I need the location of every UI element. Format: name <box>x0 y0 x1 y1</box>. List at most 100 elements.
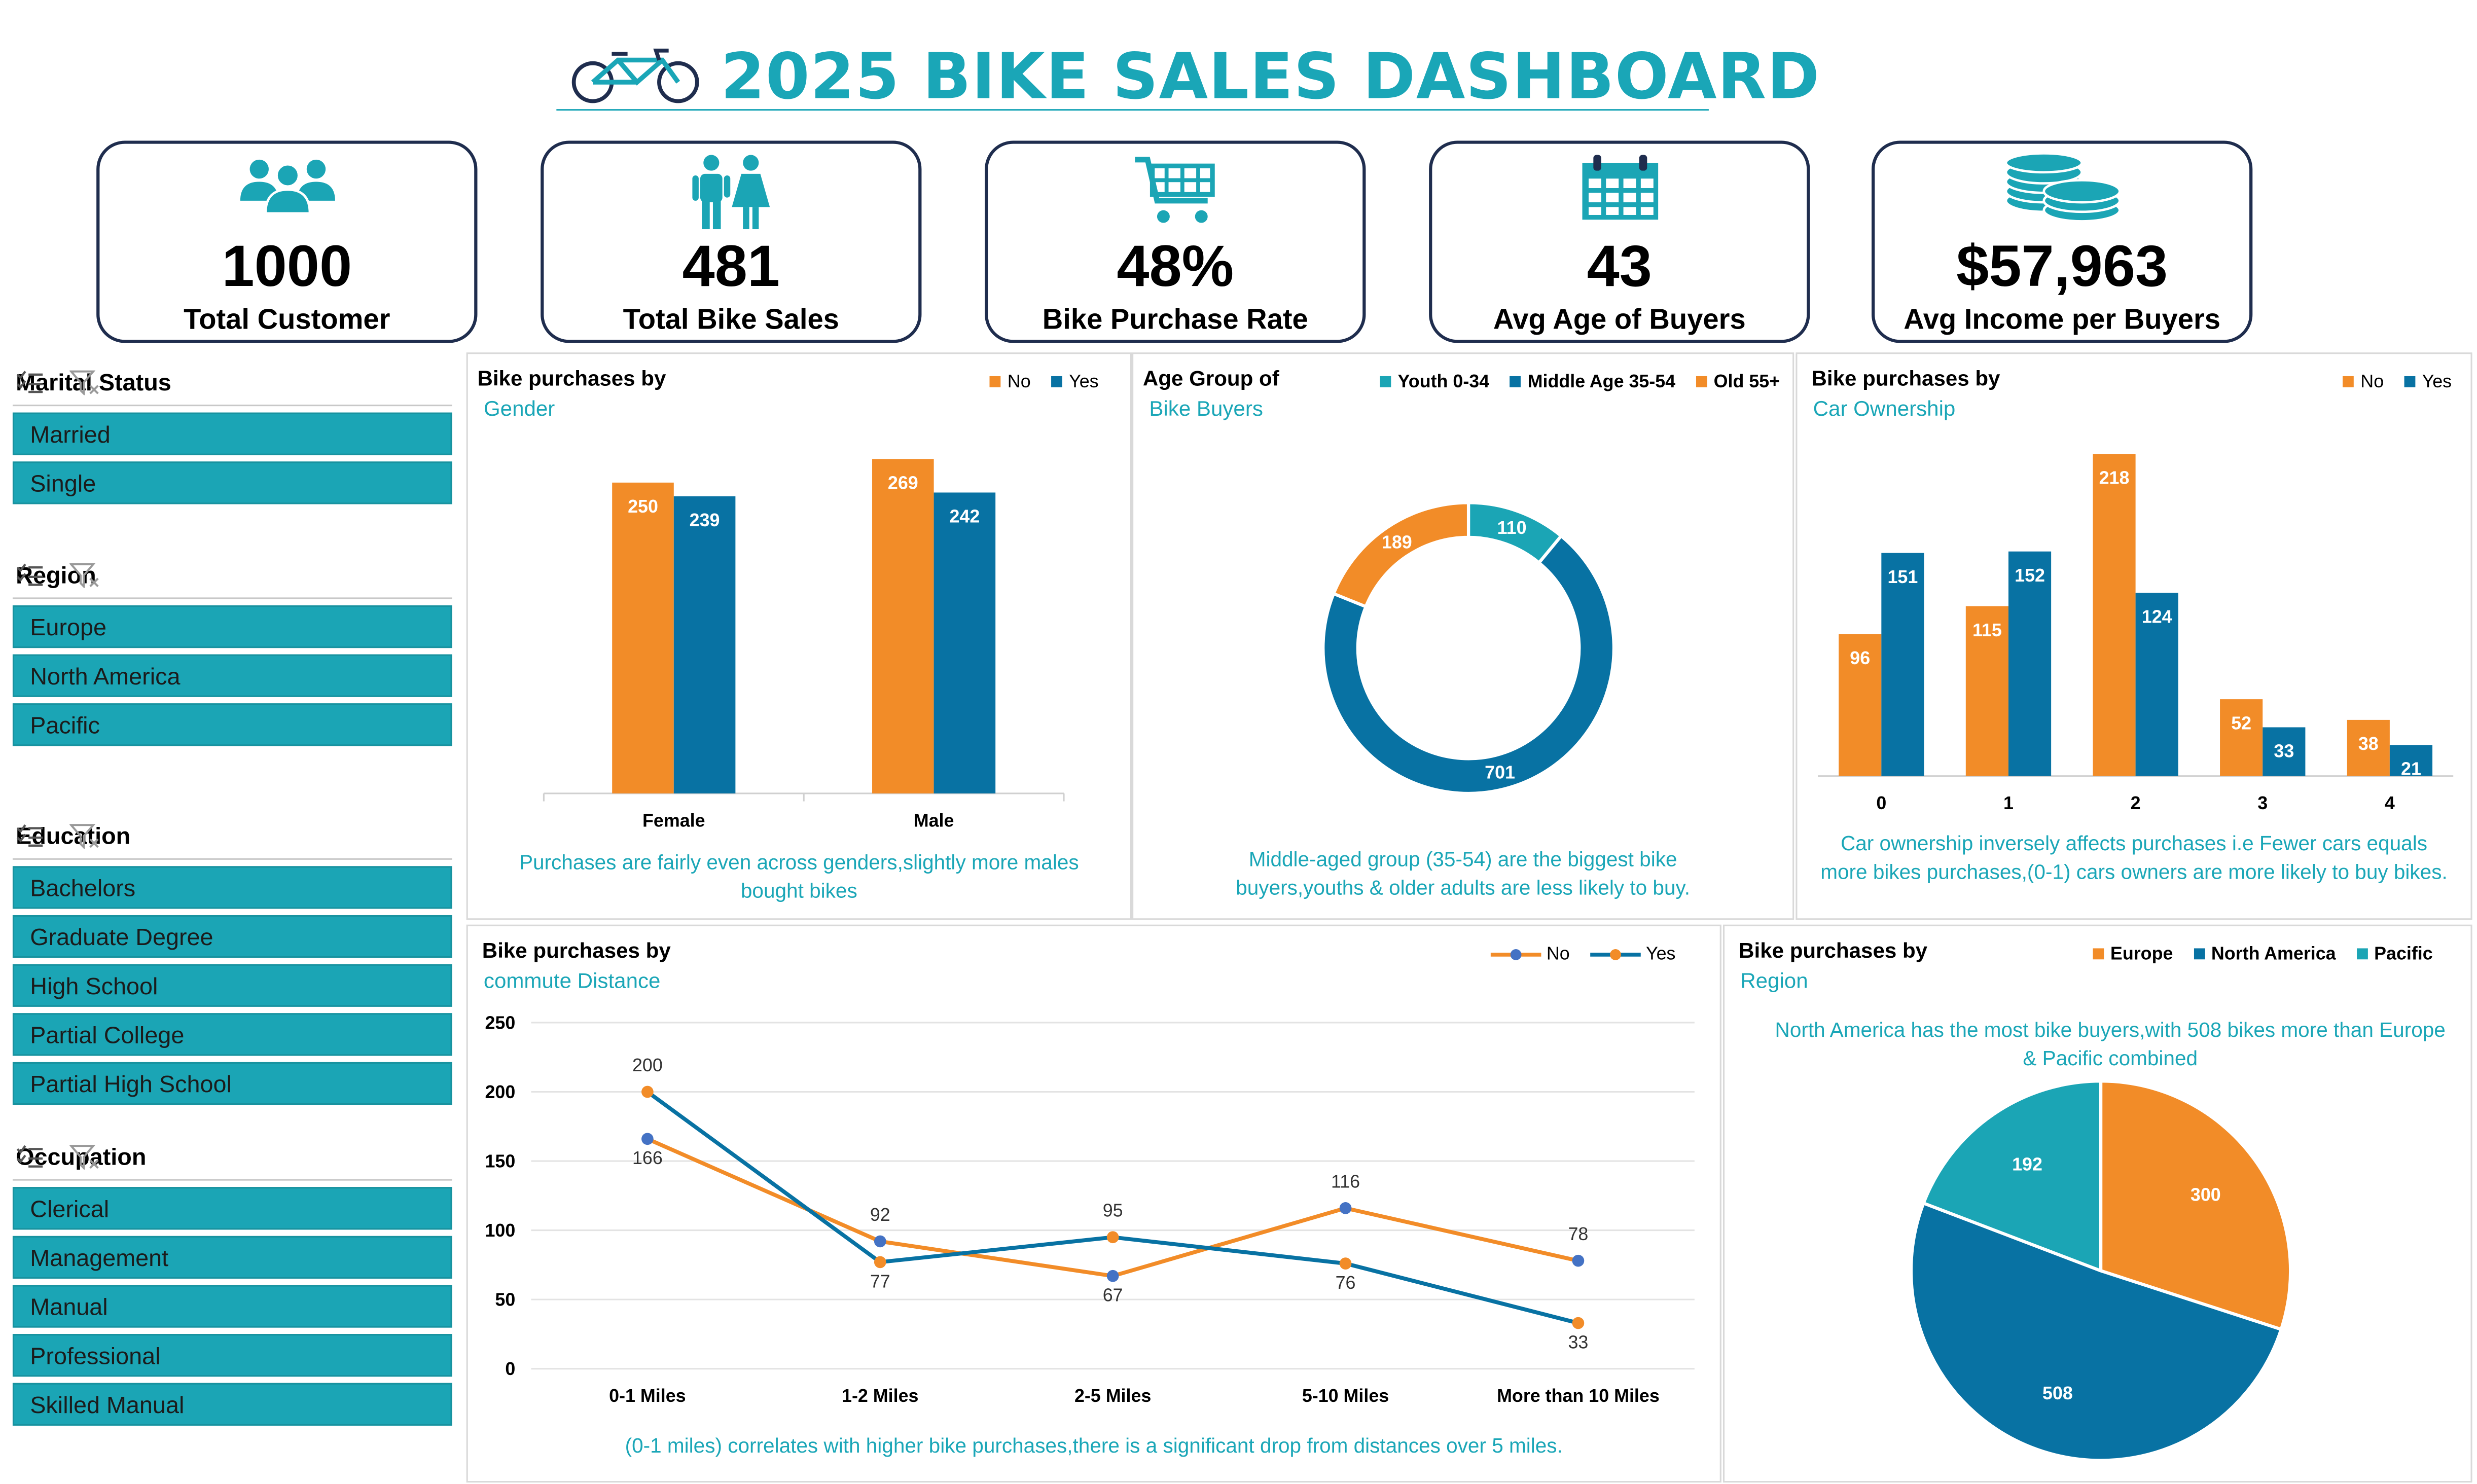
legend-item: Europe <box>2093 945 2173 964</box>
data-label: 152 <box>2015 565 2045 586</box>
slice-north-america <box>1909 1201 2283 1462</box>
slicer-tools <box>16 563 443 594</box>
y-tick-label: 100 <box>485 1220 515 1241</box>
data-label: 96 <box>1850 648 1870 668</box>
slicer-item-clerical[interactable]: Clerical <box>12 1187 452 1230</box>
legend-item: No <box>2343 373 2384 392</box>
slicer-item-partial-college[interactable]: Partial College <box>12 1013 452 1056</box>
slicer-item-skilled-manual[interactable]: Skilled Manual <box>12 1383 452 1426</box>
chart-title: Bike purchases by <box>482 938 671 963</box>
data-label: 21 <box>2401 759 2421 779</box>
kpi-label: Total Customer <box>184 303 390 335</box>
multi-select-icon[interactable] <box>16 370 44 395</box>
kpi-card-bike-purchase-rate: 48% Bike Purchase Rate <box>985 140 1366 343</box>
slicer-item-partial-high-school[interactable]: Partial High School <box>12 1062 452 1105</box>
x-tick-label: 0 <box>1876 793 1886 813</box>
chart-subtitle: commute Distance <box>483 968 661 993</box>
legend-item: No <box>1491 945 1570 964</box>
x-tick-label: 3 <box>2257 793 2268 813</box>
kpi-label: Bike Purchase Rate <box>1042 303 1308 335</box>
data-label: 300 <box>2191 1185 2221 1205</box>
slicer-item-manual[interactable]: Manual <box>12 1285 452 1328</box>
chart-subtitle: Gender <box>483 396 555 421</box>
multi-select-icon[interactable] <box>16 823 44 849</box>
chart-legend: Youth 0-34 Middle Age 35-54 Old 55+ <box>1365 373 1780 392</box>
kpi-value: 48% <box>1117 234 1234 299</box>
bar-no <box>612 482 674 793</box>
y-tick-label: 250 <box>485 1012 515 1033</box>
x-tick-label: 0-1 Miles <box>609 1386 686 1406</box>
legend-item: Old 55+ <box>1696 373 1780 392</box>
bar-yes <box>1881 553 1924 776</box>
data-point <box>1572 1254 1585 1267</box>
chart-note: Car ownership inversely affects purchase… <box>1820 831 2448 884</box>
shopping-cart-icon <box>1134 157 1214 223</box>
y-tick-label: 200 <box>485 1082 515 1102</box>
kpi-value: 1000 <box>222 234 352 299</box>
data-point <box>1572 1317 1585 1329</box>
slicer-item-married[interactable]: Married <box>12 412 452 455</box>
data-label: 92 <box>870 1205 890 1225</box>
kpi-label: Total Bike Sales <box>623 303 839 335</box>
bar-no <box>2347 719 2390 776</box>
data-point <box>1106 1231 1119 1244</box>
kpi-card-total-customer: 1000 Total Customer <box>96 140 478 343</box>
data-point <box>874 1235 886 1248</box>
x-tick-label: 2-5 Miles <box>1074 1386 1151 1406</box>
legend-item: Middle Age 35-54 <box>1510 373 1675 392</box>
slicer-item-europe[interactable]: Europe <box>12 605 452 648</box>
data-point <box>1339 1257 1352 1270</box>
slicer-item-high-school[interactable]: High School <box>12 964 452 1007</box>
panel-gender: Bike purchases by Gender No Yes 250 239 Fe… <box>466 352 1132 920</box>
slicer-item-graduate-degree[interactable]: Graduate Degree <box>12 915 452 958</box>
bicycle-icon <box>571 48 699 103</box>
bar-no <box>1839 634 1882 776</box>
multi-select-icon[interactable] <box>16 1144 44 1170</box>
chart-note: Purchases are fairly even across genders… <box>519 850 1079 903</box>
chart-note: (0-1 miles) correlates with higher bike … <box>625 1433 1563 1458</box>
y-tick-label: 0 <box>505 1359 515 1379</box>
clear-filter-icon[interactable] <box>69 563 101 589</box>
x-tick-label: Female <box>642 810 705 830</box>
legend-item: Youth 0-34 <box>1380 373 1489 392</box>
multi-select-icon[interactable] <box>16 563 44 588</box>
clear-filter-icon[interactable] <box>69 370 101 396</box>
slicer-item-single[interactable]: Single <box>12 461 452 504</box>
slicer-item-pacific[interactable]: Pacific <box>12 703 452 746</box>
legend-item: Yes <box>1051 373 1099 392</box>
slicer-header: Region <box>12 553 452 599</box>
chart-subtitle: Car Ownership <box>1813 396 1956 421</box>
data-label: 242 <box>949 506 980 527</box>
bar-yes <box>934 492 996 793</box>
slicer-item-professional[interactable]: Professional <box>12 1334 452 1377</box>
slicer-item-north-america[interactable]: North America <box>12 654 452 697</box>
slicer-item-bachelors[interactable]: Bachelors <box>12 866 452 909</box>
clear-filter-icon[interactable] <box>69 1144 101 1171</box>
slicer-item-management[interactable]: Management <box>12 1236 452 1279</box>
slice-old-55- <box>1332 501 1470 609</box>
dashboard-header: 2025 BIKE SALES DASHBOARD <box>556 38 1819 114</box>
x-tick-label: Male <box>914 810 954 830</box>
bar-no <box>2093 454 2136 776</box>
chart-legend: No Yes <box>1476 945 1675 964</box>
data-label: 38 <box>2358 734 2379 754</box>
x-tick-label: 1-2 Miles <box>842 1386 918 1406</box>
age-donut-chart: 110 701 189 <box>1321 501 1616 795</box>
calendar-icon <box>1581 155 1658 220</box>
chart-note: North America has the most bike buyers,w… <box>1775 1018 2446 1070</box>
slicer-header: Education <box>12 814 452 860</box>
panel-age-group: Age Group of Bike Buyers Youth 0-34 Midd… <box>1132 352 1794 920</box>
x-tick-label: 5-10 Miles <box>1302 1386 1389 1406</box>
data-label: 701 <box>1485 762 1515 782</box>
data-label: 33 <box>1568 1332 1588 1352</box>
chart-title: Age Group of <box>1142 367 1279 390</box>
y-tick-label: 150 <box>485 1151 515 1172</box>
bar-yes <box>2008 551 2052 776</box>
slicer-education: Education Bachelors Graduate Degree High… <box>12 814 452 1105</box>
data-label: 239 <box>690 510 720 530</box>
couple-icon <box>691 155 769 230</box>
chart-subtitle: Bike Buyers <box>1149 396 1263 421</box>
clear-filter-icon[interactable] <box>69 823 101 850</box>
slicer-header: Marital Status <box>12 360 452 407</box>
